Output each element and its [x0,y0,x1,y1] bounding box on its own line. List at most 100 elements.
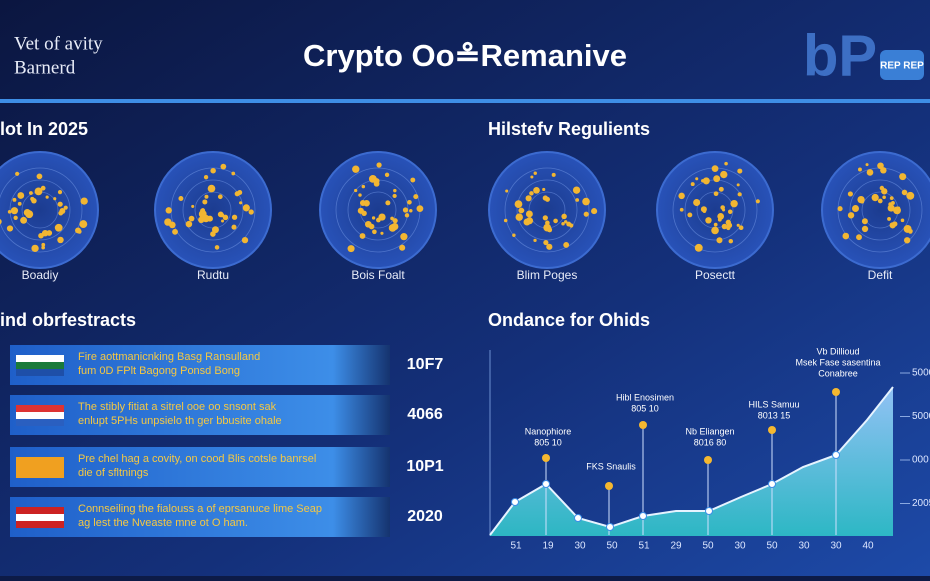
orb-dot [553,218,558,224]
orb-dot [695,177,699,181]
orb-dot [679,207,684,212]
annotation: Nb Eliangen [685,426,734,436]
row-value: 10F7 [407,356,444,373]
orb-ring [504,167,590,253]
orb-dot [858,167,862,172]
orb-dot [30,196,35,202]
orb-dot [378,213,386,221]
tagline: Vet of avity [14,33,103,54]
orb-dot [172,228,178,235]
orb-dot [41,245,45,250]
orb-dot [899,173,907,181]
annotation: 805 10 [534,437,562,447]
orb-dot [248,209,254,215]
orb-dot [407,199,412,205]
orb-dot [169,221,176,229]
annotation: FKS Snaulis [586,461,636,471]
orb-dot [893,206,901,215]
orb-dot [221,219,225,223]
flag [16,457,64,464]
orb-dot [217,194,223,200]
orb-dot [206,215,213,222]
orb-dot [866,169,874,176]
annotation: HILS Samuu [748,399,799,409]
orb-dot [561,221,565,226]
x-label: 30 [574,541,586,552]
orb-dot [583,211,589,217]
x-label: 30 [734,541,746,552]
orb-dot [569,223,574,228]
orb-dot [525,195,532,202]
orb-dot [413,194,419,200]
orb-dot [410,177,416,183]
orb-dot [718,186,724,192]
annotation: 8016 80 [694,437,727,447]
orb-dot [901,189,908,196]
flag [16,355,64,362]
orb-dot [529,191,534,196]
orb-dot [693,199,701,207]
orb-dot [713,222,718,227]
orb-dot [690,182,695,187]
flag [16,419,64,426]
orb-dot [198,210,207,218]
orb-dot [865,163,869,167]
orb-dot [371,216,376,220]
orb-dot [728,238,734,244]
orb-dot [40,185,46,191]
orb-dot [533,171,537,175]
annotation: 805 10 [631,403,659,413]
section-title: ind obrfestracts [0,310,136,330]
orb-dot [737,168,743,174]
orb-dot [29,191,33,195]
orb-dot [877,198,883,204]
orb-dot [210,231,216,237]
orb-ring [0,167,83,253]
line [489,386,894,536]
orb-dot [546,243,553,250]
orb-ring [849,179,911,241]
row-text: enlupt 5PHs unpsielo th ger bbusite ohal… [78,415,282,427]
orb-dot [393,188,397,193]
orb-dot [15,171,20,176]
orb-dot [416,205,424,213]
orb-dot [359,200,366,206]
orb-dot [533,238,537,243]
orb-dot [551,172,556,177]
flag [16,521,64,528]
orb-dot [54,223,63,232]
orb-dot [721,223,728,230]
orb-dot [178,195,184,201]
area-chart [489,350,894,536]
orb-dot [861,218,868,225]
orb-dot [847,191,853,197]
row-text: Connseiling the fialouss a of eprsanuce … [78,503,322,515]
vertex [606,523,614,531]
annotation: Vb Dillioud [816,346,859,356]
orb-dot [231,224,237,230]
orb-dot [505,189,509,193]
orb-dot [245,206,250,210]
orb-dot [239,201,243,205]
orb-dot [210,167,216,174]
flag [16,362,64,369]
orb-dot [711,165,719,172]
row-bar [10,395,390,435]
marker [768,426,776,434]
orb-dot [702,209,707,213]
annotation: Conabree [818,368,858,378]
orb-dot [711,226,719,235]
orb-dot [564,220,568,224]
orb-dot [80,197,88,205]
orb-dot [384,172,390,178]
orb-dot [525,210,533,218]
orb-dot [402,207,409,213]
orb-dot [63,205,68,210]
orb-dot [399,244,406,251]
orb-dot [542,187,546,192]
orb-dot [871,193,879,202]
orb-dot [198,216,205,224]
annotation: 8013 15 [758,410,791,420]
orb-dot [17,192,25,199]
row-text: fum 0D FPlt Bagong Ponsd Bong [78,365,240,377]
